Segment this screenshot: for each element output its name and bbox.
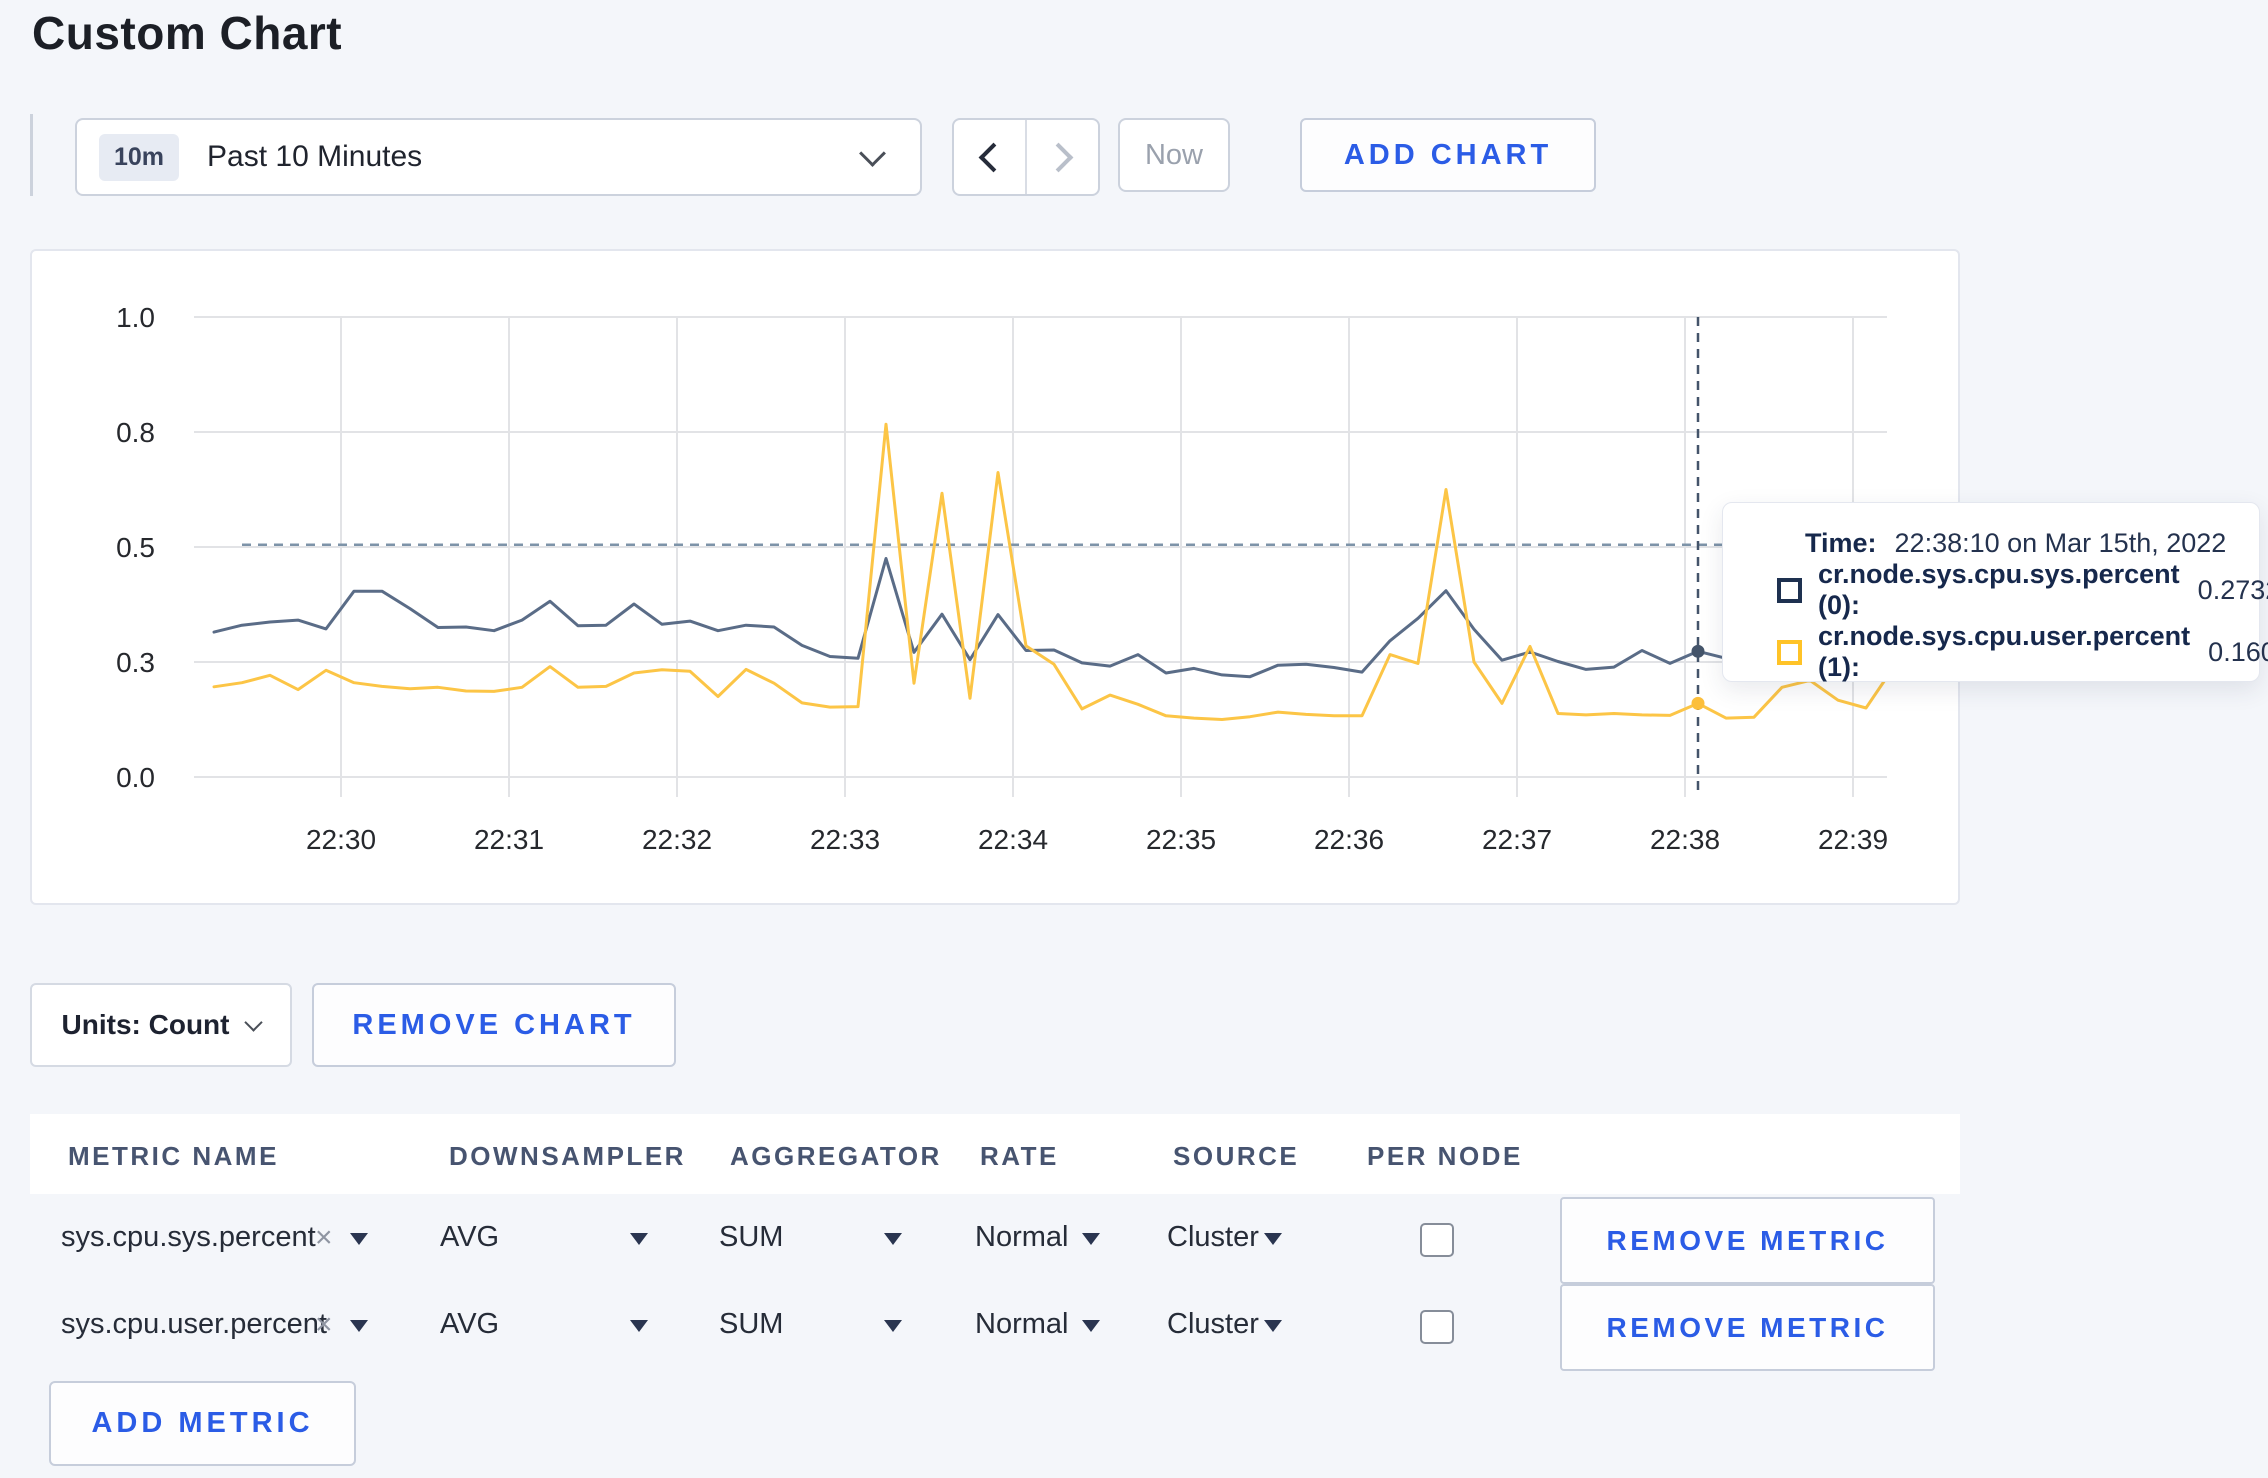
time-range-dropdown[interactable]: 10m Past 10 Minutes	[75, 118, 922, 196]
chart-tooltip: Time: 22:38:10 on Mar 15th, 2022 cr.node…	[1722, 502, 2268, 682]
svg-text:1.0: 1.0	[116, 302, 155, 333]
svg-text:0.8: 0.8	[116, 417, 155, 448]
add-metric-button[interactable]: ADD METRIC	[49, 1381, 356, 1466]
tooltip-series-sys-value: 0.2732	[2197, 574, 2268, 605]
rate-caret-icon[interactable]	[1082, 1320, 1100, 1332]
cpu-usage-chart[interactable]: 22:30 22:31 22:32 22:33 22:34 22:35 22:36 22:37…	[32, 251, 1958, 903]
chevron-right-icon	[1043, 142, 1074, 172]
units-label: Units: Count	[61, 1009, 230, 1040]
prev-time-button[interactable]	[954, 120, 1027, 194]
col-metric-name: METRIC NAME	[68, 1141, 279, 1171]
tooltip-series-sys-name: cr.node.sys.cpu.sys.percent (0):	[1818, 559, 2180, 620]
clear-metric-icon[interactable]: ×	[315, 1221, 333, 1254]
rate-select[interactable]: Normal	[975, 1308, 1069, 1340]
metric-row: sys.cpu.sys.percent × AVG SUM Normal Clu…	[0, 1197, 2268, 1284]
svg-text:22:34: 22:34	[978, 824, 1048, 855]
svg-text:22:31: 22:31	[474, 824, 544, 855]
remove-chart-button[interactable]: REMOVE CHART	[312, 983, 676, 1067]
source-caret-icon[interactable]	[1264, 1233, 1282, 1245]
rate-caret-icon[interactable]	[1082, 1233, 1100, 1245]
col-downsampler: DOWNSAMPLER	[449, 1141, 686, 1171]
time-range-label: Past 10 Minutes	[207, 140, 423, 173]
now-button[interactable]: Now	[1118, 118, 1230, 192]
per-node-checkbox[interactable]	[1420, 1310, 1454, 1344]
remove-metric-button[interactable]: REMOVE METRIC	[1560, 1197, 1935, 1284]
aggregator-caret-icon[interactable]	[884, 1320, 902, 1332]
chevron-down-icon	[859, 140, 886, 167]
metric-name-caret-icon[interactable]	[350, 1233, 368, 1245]
metric-name-value[interactable]: sys.cpu.sys.percent	[61, 1221, 316, 1253]
downsampler-caret-icon[interactable]	[630, 1233, 648, 1245]
chevron-down-icon	[244, 1012, 264, 1032]
aggregator-select[interactable]: SUM	[719, 1308, 784, 1340]
tooltip-series-user-value: 0.1601	[2208, 636, 2268, 667]
series-sys-swatch-icon	[1777, 577, 1802, 603]
svg-text:0.5: 0.5	[116, 532, 155, 563]
aggregator-select[interactable]: SUM	[719, 1221, 784, 1253]
chevron-left-icon	[978, 142, 1009, 172]
time-range-badge: 10m	[99, 133, 180, 181]
metric-name-value[interactable]: sys.cpu.user.percent	[61, 1308, 327, 1340]
svg-text:22:36: 22:36	[1314, 824, 1384, 855]
series-user-swatch-icon	[1777, 639, 1802, 665]
svg-text:22:37: 22:37	[1482, 824, 1552, 855]
clear-metric-icon[interactable]: ×	[315, 1308, 333, 1341]
chart-card: 22:30 22:31 22:32 22:33 22:34 22:35 22:36 22:37…	[30, 249, 1960, 905]
page-title: Custom Chart	[32, 7, 343, 59]
svg-text:0.3: 0.3	[116, 647, 155, 678]
metrics-table-header: METRIC NAME DOWNSAMPLER AGGREGATOR RATE …	[30, 1114, 1960, 1194]
remove-metric-button[interactable]: REMOVE METRIC	[1560, 1284, 1935, 1371]
tooltip-series-user-name: cr.node.sys.cpu.user.percent (1):	[1818, 621, 2191, 682]
per-node-checkbox[interactable]	[1420, 1223, 1454, 1257]
tooltip-time-value: 22:38:10 on Mar 15th, 2022	[1894, 528, 2227, 558]
aggregator-caret-icon[interactable]	[884, 1233, 902, 1245]
downsampler-select[interactable]: AVG	[440, 1221, 500, 1253]
svg-text:22:33: 22:33	[810, 824, 880, 855]
next-time-button[interactable]	[1027, 120, 1098, 194]
svg-text:22:39: 22:39	[1818, 824, 1888, 855]
col-per-node: PER NODE	[1367, 1141, 1523, 1171]
svg-text:22:30: 22:30	[306, 824, 376, 855]
col-source: SOURCE	[1173, 1141, 1300, 1171]
svg-text:22:32: 22:32	[642, 824, 712, 855]
metric-name-caret-icon[interactable]	[350, 1320, 368, 1332]
source-select[interactable]: Cluster	[1167, 1308, 1259, 1340]
svg-text:22:38: 22:38	[1650, 824, 1720, 855]
rate-select[interactable]: Normal	[975, 1221, 1069, 1253]
col-aggregator: AGGREGATOR	[730, 1141, 942, 1171]
controls-divider	[30, 114, 33, 196]
units-dropdown[interactable]: Units: Count	[30, 983, 292, 1067]
downsampler-caret-icon[interactable]	[630, 1320, 648, 1332]
time-pager	[952, 118, 1100, 196]
source-caret-icon[interactable]	[1264, 1320, 1282, 1332]
svg-text:22:35: 22:35	[1146, 824, 1216, 855]
downsampler-select[interactable]: AVG	[440, 1308, 500, 1340]
metric-row: sys.cpu.user.percent × AVG SUM Normal Cl…	[0, 1284, 2268, 1371]
svg-text:0.0: 0.0	[116, 762, 155, 793]
source-select[interactable]: Cluster	[1167, 1221, 1259, 1253]
col-rate: RATE	[980, 1141, 1059, 1171]
tooltip-time-label: Time:	[1805, 528, 1877, 558]
add-chart-button[interactable]: ADD CHART	[1300, 118, 1596, 192]
